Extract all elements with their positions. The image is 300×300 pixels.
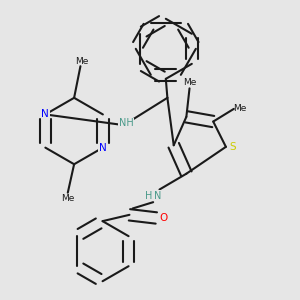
Text: N: N <box>154 191 161 201</box>
Text: O: O <box>159 213 167 223</box>
Text: NH: NH <box>119 118 134 128</box>
Text: Me: Me <box>184 78 197 87</box>
Text: N: N <box>41 110 49 119</box>
Text: Me: Me <box>75 57 89 66</box>
Text: H: H <box>145 191 152 201</box>
Text: Me: Me <box>61 194 74 203</box>
Text: N: N <box>99 142 107 153</box>
Text: S: S <box>230 142 236 152</box>
Text: Me: Me <box>233 104 247 113</box>
